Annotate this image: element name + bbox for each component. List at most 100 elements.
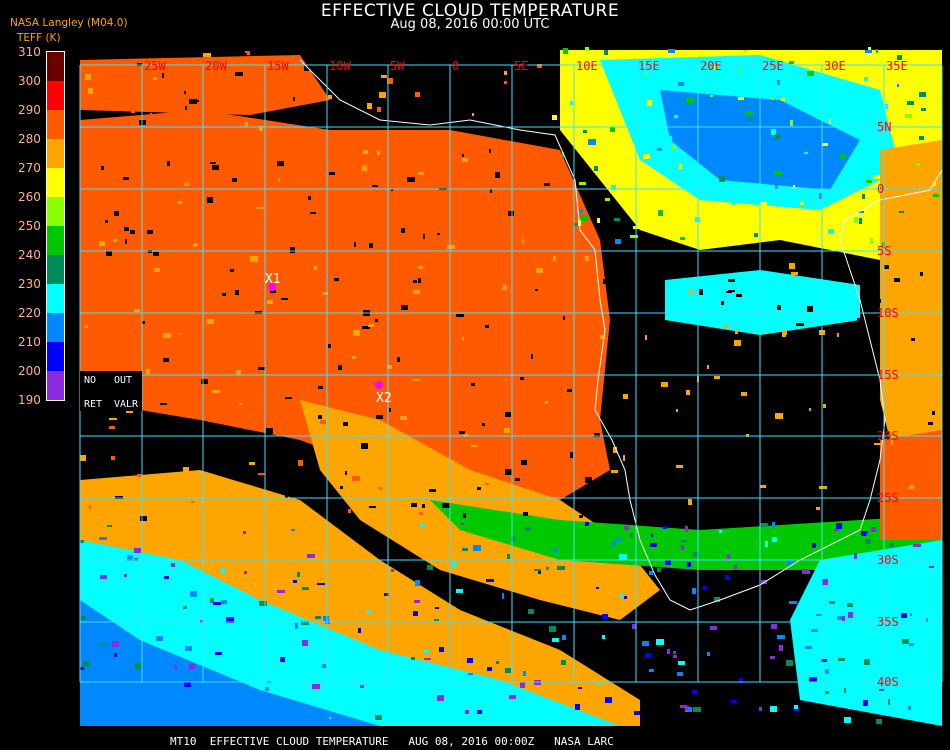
cloud-pixel (367, 610, 371, 613)
cloud-pixel (304, 66, 309, 71)
cloud-pixel (864, 77, 868, 81)
cloud-pixel (714, 376, 720, 379)
legend-tick-label: 290 (18, 103, 41, 117)
cloud-pixel (760, 432, 763, 438)
cloud-pixel (809, 677, 817, 682)
cloud-pixel (267, 300, 273, 304)
latitude-label: 10S (877, 306, 899, 320)
cloud-pixel (771, 624, 777, 629)
cloud-pixel (448, 168, 456, 172)
cloud-pixel (338, 365, 342, 370)
cloud-pixel (835, 329, 839, 333)
cloud-pixel (545, 401, 548, 404)
cloud-pixel (270, 290, 276, 293)
cloud-pixel (680, 421, 682, 426)
cloud-pixel (221, 568, 225, 574)
cloud-pixel (154, 268, 160, 272)
cloud-pixel (702, 389, 708, 394)
cloud-band-central (665, 270, 860, 335)
cloud-pixel (876, 719, 882, 724)
cloud-pixel (811, 629, 818, 632)
cloud-pixel (266, 428, 273, 434)
cloud-pixel (456, 589, 463, 593)
cloud-pixel (862, 194, 865, 199)
latitude-label: 40S (877, 675, 899, 689)
cloud-pixel (865, 539, 871, 544)
cloud-pixel (795, 515, 802, 517)
cloud-pixel (772, 537, 777, 542)
legend-swatch (47, 197, 64, 226)
cloud-pixel (923, 282, 925, 287)
cloud-pixel (673, 651, 676, 654)
cloud-pixel (873, 175, 880, 179)
cloud-pixel (754, 233, 758, 237)
cloud-pixel (109, 418, 117, 420)
cloud-pixel (658, 210, 663, 216)
cloud-pixel (854, 217, 858, 223)
cloud-pixel (726, 291, 732, 293)
cloud-pixel (739, 518, 745, 522)
cloud-pixel (710, 95, 713, 97)
cloud-pixel (883, 431, 889, 434)
cloud-pixel (761, 167, 765, 171)
legend-tick-label: 250 (18, 219, 41, 233)
cloud-pixel (222, 293, 226, 296)
cloud-pixel (904, 289, 907, 293)
cloud-pixel (775, 413, 783, 419)
cloud-pixel (657, 148, 662, 151)
latitude-label: 20S (877, 429, 899, 443)
cloud-pixel (519, 218, 524, 224)
cloud-pixel (285, 459, 292, 463)
longitude-label: 20E (700, 59, 722, 73)
cloud-pixel (809, 252, 814, 258)
cloud-pixel (434, 619, 439, 621)
cloud-pixel (213, 602, 221, 605)
cloud-pixel (235, 72, 243, 76)
cloud-pixel (689, 289, 693, 294)
cloud-pixel (515, 128, 518, 132)
cloud-pixel (418, 266, 423, 269)
cloud-pixel (692, 690, 697, 694)
legend-tick-label: 260 (18, 190, 41, 204)
cloud-pixel (134, 309, 140, 312)
cloud-pixel (863, 700, 868, 706)
cloud-pixel (210, 162, 216, 164)
cloud-pixel (185, 106, 187, 110)
cloud-pixel (676, 409, 678, 412)
cloud-pixel (101, 166, 104, 170)
cloud-pixel (220, 335, 224, 338)
cloud-pixel (931, 97, 935, 100)
cloud-pixel (183, 467, 189, 473)
cloud-pixel (888, 699, 890, 705)
cloud-pixel (841, 154, 845, 159)
cloud-pixel (307, 462, 312, 466)
cloud-pixel (125, 239, 127, 244)
cloud-pixel (137, 474, 142, 477)
cloud-pixel (539, 321, 547, 324)
cloud-pixel (806, 370, 811, 374)
cloud-pixel (876, 49, 878, 53)
cloud-pixel (723, 325, 730, 328)
cloud-pixel (734, 340, 741, 346)
cloud-pixel (911, 338, 915, 341)
cloud-pixel (105, 301, 112, 304)
cloud-pixel (905, 114, 912, 118)
cloud-pixel (778, 391, 785, 396)
cloud-pixel (932, 411, 935, 415)
cloud-pixel (112, 641, 119, 647)
cloud-pixel (786, 660, 793, 666)
cloud-pixel (602, 635, 605, 639)
cloud-pixel (97, 423, 103, 426)
cloud-pixel (465, 710, 469, 714)
cloud-pixel (871, 527, 876, 532)
cloud-pixel (189, 664, 195, 669)
cloud-pixel (760, 177, 766, 181)
cloud-pixel (598, 683, 601, 686)
legend-tick-label: 190 (18, 393, 41, 407)
cloud-pixel (474, 306, 479, 311)
cloud-pixel (174, 598, 180, 602)
cloud-pixel (627, 436, 629, 439)
cloud-pixel (870, 238, 873, 244)
cloud-pixel (749, 118, 753, 121)
cloud-pixel (474, 389, 479, 393)
